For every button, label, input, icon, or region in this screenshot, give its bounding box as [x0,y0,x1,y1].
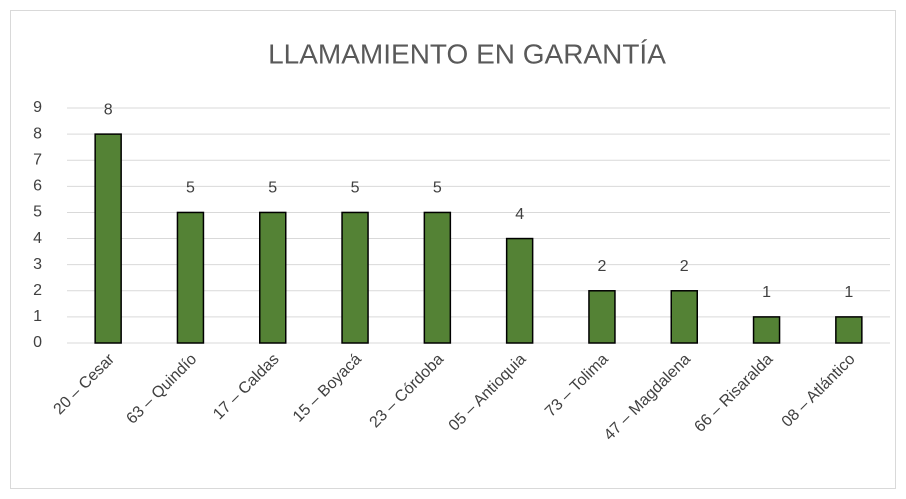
value-label: 4 [515,206,524,223]
y-tick-label: 9 [33,99,42,116]
value-label: 8 [104,101,113,118]
bar [752,316,781,344]
bar [341,211,369,344]
bar [505,237,534,344]
y-tick-label: 4 [33,230,42,247]
value-label: 5 [186,180,195,197]
bar [670,290,698,344]
y-tick-label: 6 [33,178,42,195]
value-label: 2 [680,258,689,275]
bar [176,211,205,344]
value-label: 1 [844,284,853,301]
value-label: 5 [433,180,442,197]
bar [259,211,287,344]
value-label: 5 [268,180,277,197]
bar [588,290,616,344]
value-label: 5 [351,180,360,197]
y-tick-label: 2 [33,282,42,299]
bar [835,316,863,344]
y-tick-label: 0 [33,334,42,351]
value-label: 1 [762,284,771,301]
bar [94,133,122,344]
y-tick-label: 8 [33,125,42,142]
y-tick-label: 3 [33,256,42,273]
bar [423,211,452,344]
chart-title: LLAMAMIENTO EN GARANTÍA [268,38,666,69]
value-label: 2 [597,258,606,275]
y-tick-label: 7 [33,151,42,168]
chart-border [10,10,896,489]
y-tick-label: 5 [33,204,42,221]
y-tick-label: 1 [33,308,42,325]
